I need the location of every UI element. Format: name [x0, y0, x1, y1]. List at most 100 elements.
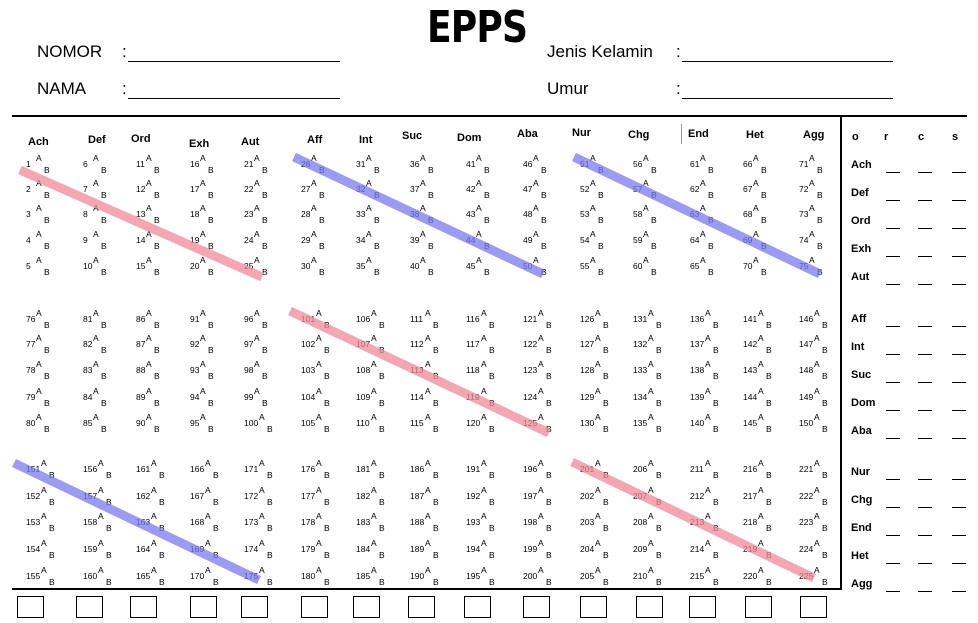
option-a[interactable]: A [146, 178, 152, 188]
option-b[interactable]: B [262, 267, 268, 277]
item-156[interactable]: 156 A B [83, 458, 143, 480]
option-a[interactable]: A [311, 153, 317, 163]
score-blank[interactable] [918, 591, 932, 592]
item-91[interactable]: 91 A B [190, 308, 250, 330]
option-b[interactable]: B [106, 577, 112, 587]
item-136[interactable]: 136 A B [690, 308, 750, 330]
item-116[interactable]: 116 A B [466, 308, 526, 330]
item-126[interactable]: 126 A B [580, 308, 640, 330]
option-a[interactable]: A [705, 333, 711, 343]
option-a[interactable]: A [36, 255, 42, 265]
score-blank[interactable] [886, 591, 900, 592]
item-161[interactable]: 161 A B [136, 458, 196, 480]
item-112[interactable]: 112 A B [410, 333, 470, 355]
option-a[interactable]: A [36, 333, 42, 343]
option-a[interactable]: A [648, 308, 654, 318]
item-178[interactable]: 178 A B [301, 511, 361, 533]
option-a[interactable]: A [648, 386, 654, 396]
option-b[interactable]: B [603, 577, 609, 587]
option-a[interactable]: A [36, 229, 42, 239]
option-a[interactable]: A [705, 538, 711, 548]
option-a[interactable]: A [93, 359, 99, 369]
answer-box[interactable] [301, 596, 328, 618]
item-137[interactable]: 137 A B [690, 333, 750, 355]
item-53[interactable]: 53 A B [580, 203, 640, 225]
item-144[interactable]: 144 A B [743, 386, 803, 408]
option-b[interactable]: B [324, 523, 330, 533]
option-b[interactable]: B [262, 241, 268, 251]
option-b[interactable]: B [208, 424, 214, 434]
option-a[interactable]: A [538, 511, 544, 521]
option-a[interactable]: A [753, 203, 759, 213]
option-a[interactable]: A [643, 255, 649, 265]
score-blank[interactable] [918, 200, 932, 201]
item-140[interactable]: 140 A B [690, 412, 750, 434]
option-a[interactable]: A [481, 308, 487, 318]
item-129[interactable]: 129 A B [580, 386, 640, 408]
item-171[interactable]: 171 A B [244, 458, 304, 480]
option-a[interactable]: A [366, 178, 372, 188]
option-a[interactable]: A [705, 485, 711, 495]
option-b[interactable]: B [101, 241, 107, 251]
option-a[interactable]: A [648, 565, 654, 575]
item-219[interactable]: 219 A B [743, 538, 803, 560]
option-a[interactable]: A [98, 538, 104, 548]
item-180[interactable]: 180 A B [301, 565, 361, 587]
item-52[interactable]: 52 A B [580, 178, 640, 200]
option-b[interactable]: B [106, 497, 112, 507]
option-a[interactable]: A [533, 203, 539, 213]
score-blank[interactable] [952, 200, 966, 201]
option-a[interactable]: A [93, 333, 99, 343]
item-163[interactable]: 163 A B [136, 511, 196, 533]
item-31[interactable]: 31 A B [356, 153, 416, 175]
option-b[interactable]: B [656, 345, 662, 355]
item-90[interactable]: 90 A B [136, 412, 196, 434]
item-195[interactable]: 195 A B [466, 565, 526, 587]
item-146[interactable]: 146 A B [799, 308, 859, 330]
item-96[interactable]: 96 A B [244, 308, 304, 330]
option-a[interactable]: A [481, 386, 487, 396]
option-a[interactable]: A [814, 511, 820, 521]
option-a[interactable]: A [151, 458, 157, 468]
option-b[interactable]: B [154, 267, 160, 277]
item-173[interactable]: 173 A B [244, 511, 304, 533]
option-a[interactable]: A [311, 203, 317, 213]
item-111[interactable]: 111 A B [410, 308, 470, 330]
option-b[interactable]: B [101, 267, 107, 277]
option-a[interactable]: A [420, 255, 426, 265]
option-a[interactable]: A [98, 511, 104, 521]
option-a[interactable]: A [146, 333, 152, 343]
option-b[interactable]: B [379, 497, 385, 507]
option-a[interactable]: A [259, 485, 265, 495]
option-a[interactable]: A [700, 203, 706, 213]
option-a[interactable]: A [200, 203, 206, 213]
option-a[interactable]: A [146, 229, 152, 239]
option-b[interactable]: B [708, 267, 714, 277]
option-a[interactable]: A [481, 538, 487, 548]
option-b[interactable]: B [213, 497, 219, 507]
option-b[interactable]: B [428, 190, 434, 200]
score-blank[interactable] [886, 326, 900, 327]
option-b[interactable]: B [708, 165, 714, 175]
option-a[interactable]: A [205, 565, 211, 575]
score-blank[interactable] [886, 563, 900, 564]
option-a[interactable]: A [814, 458, 820, 468]
option-a[interactable]: A [420, 153, 426, 163]
option-b[interactable]: B [154, 165, 160, 175]
score-blank[interactable] [918, 172, 932, 173]
option-a[interactable]: A [316, 359, 322, 369]
score-blank[interactable] [886, 354, 900, 355]
option-b[interactable]: B [603, 523, 609, 533]
option-a[interactable]: A [371, 308, 377, 318]
option-a[interactable]: A [758, 359, 764, 369]
answer-box[interactable] [408, 596, 435, 618]
option-b[interactable]: B [489, 320, 495, 330]
option-b[interactable]: B [766, 497, 772, 507]
option-a[interactable]: A [648, 538, 654, 548]
option-a[interactable]: A [481, 333, 487, 343]
option-b[interactable]: B [713, 550, 719, 560]
option-b[interactable]: B [101, 215, 107, 225]
item-221[interactable]: 221 A B [799, 458, 859, 480]
